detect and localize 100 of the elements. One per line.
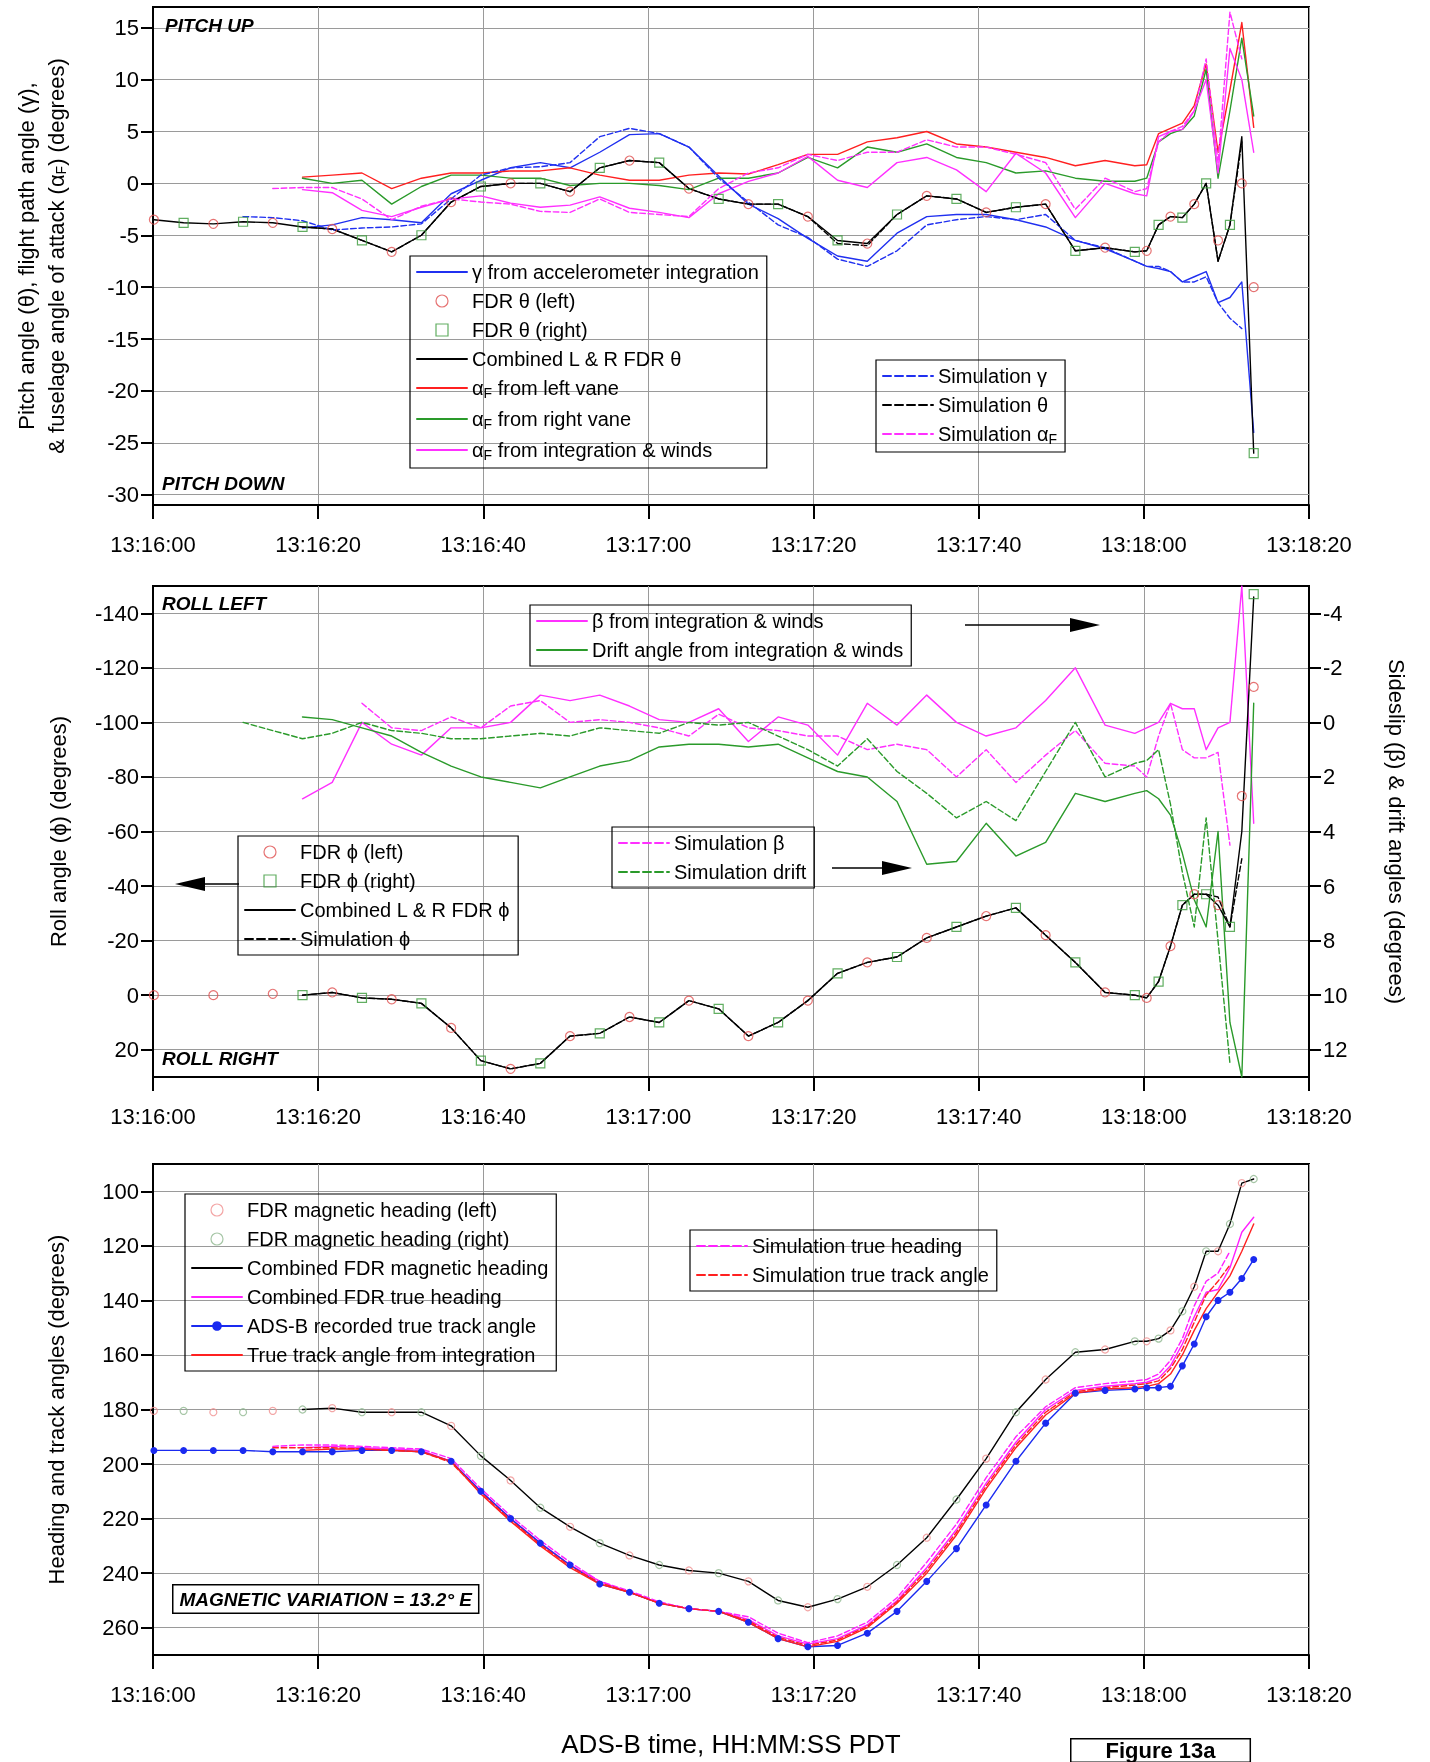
- legend-label: Simulation true track angle: [752, 1264, 989, 1286]
- point: [834, 1641, 842, 1649]
- point: [1141, 245, 1152, 256]
- point: [1177, 212, 1188, 223]
- x-tick-label: 13:16:00: [110, 1681, 196, 1707]
- point: [952, 1545, 960, 1553]
- point: [1130, 1337, 1139, 1346]
- point: [1010, 202, 1022, 213]
- point: [624, 155, 635, 166]
- point: [1226, 1288, 1234, 1296]
- point: [1224, 921, 1236, 933]
- legend-label: Simulation true heading: [752, 1235, 963, 1257]
- legend-label: Simulation drift: [674, 861, 807, 883]
- point: [506, 1476, 515, 1485]
- y-tick-label: -40: [107, 873, 139, 899]
- point: [1101, 1386, 1109, 1394]
- point: [535, 1058, 546, 1069]
- point: [683, 995, 695, 1006]
- x-tick-label: 13:17:00: [605, 531, 692, 557]
- point: [1153, 219, 1164, 230]
- line-series: [301, 21, 1255, 190]
- x-tick-label: 13:18:20: [1266, 1681, 1352, 1707]
- point: [1189, 889, 1200, 900]
- point: [774, 1635, 782, 1643]
- point: [1143, 1384, 1151, 1392]
- point: [1190, 1282, 1199, 1291]
- point: [328, 1404, 337, 1413]
- point: [327, 223, 338, 235]
- point: [1141, 992, 1152, 1003]
- point: [1070, 957, 1081, 968]
- point: [1142, 1337, 1151, 1346]
- y-tick-label: -100: [94, 709, 139, 735]
- point: [715, 1607, 723, 1615]
- point: [1012, 1457, 1020, 1465]
- y-tick-label: -20: [107, 378, 139, 404]
- point: [951, 921, 962, 933]
- point: [1071, 1348, 1080, 1357]
- point: [1100, 987, 1111, 998]
- point: [208, 218, 219, 229]
- point: [535, 178, 546, 189]
- point: [1237, 1179, 1246, 1188]
- point: [1225, 1219, 1235, 1229]
- point: [1040, 199, 1051, 210]
- point: [1131, 1385, 1139, 1393]
- point: [536, 1539, 544, 1547]
- point: [1250, 1255, 1258, 1263]
- point: [921, 932, 932, 943]
- x-tick-label: 13:16:20: [275, 1103, 361, 1129]
- x-tick-label: 13:16:00: [110, 531, 196, 557]
- point: [1249, 1174, 1258, 1184]
- point: [1236, 178, 1247, 189]
- point: [1155, 1384, 1163, 1392]
- point: [446, 196, 457, 208]
- y-tick-label: 260: [102, 1615, 139, 1641]
- point: [595, 1539, 604, 1548]
- point: [952, 1495, 961, 1504]
- point: [564, 186, 576, 197]
- point: [684, 1566, 694, 1575]
- point: [386, 246, 397, 257]
- x-tick-label: 13:16:00: [110, 1103, 196, 1129]
- point: [863, 1582, 872, 1591]
- point: [981, 910, 992, 922]
- x-axis-title: ADS-B time, HH:MM:SS PDT: [561, 1729, 901, 1759]
- y-tick-label: 10: [114, 67, 139, 93]
- point: [180, 1446, 188, 1454]
- point: [1238, 1275, 1246, 1283]
- point: [1189, 199, 1200, 210]
- legend-label: Combined FDR magnetic heading: [247, 1257, 549, 1279]
- point: [774, 1596, 783, 1605]
- point: [743, 1030, 754, 1042]
- point: [417, 1448, 425, 1456]
- point: [1178, 1362, 1186, 1370]
- x-tick-label: 13:17:00: [605, 1103, 692, 1129]
- point: [269, 1448, 277, 1456]
- point: [891, 951, 903, 963]
- point: [862, 238, 873, 249]
- point: [298, 1405, 307, 1414]
- point: [327, 987, 338, 998]
- point: [654, 1017, 665, 1028]
- point: [1071, 1389, 1079, 1397]
- point: [982, 1454, 991, 1463]
- point: [1041, 1375, 1050, 1384]
- y-tick-label: -15: [107, 326, 139, 352]
- point: [1248, 448, 1259, 459]
- point: [923, 1577, 931, 1585]
- annotation: MAGNETIC VARIATION = 13.2° E: [179, 1588, 474, 1610]
- y2-tick-label: 6: [1323, 873, 1336, 899]
- point: [832, 235, 843, 246]
- point: [268, 1406, 277, 1415]
- legend-label: FDR ϕ (left): [300, 841, 404, 863]
- point: [417, 1408, 426, 1417]
- point: [863, 1629, 871, 1637]
- point: [626, 1588, 633, 1596]
- point: [356, 992, 368, 1003]
- point: [388, 1446, 396, 1454]
- x-tick-label: 13:17:00: [605, 1681, 692, 1707]
- x-tick-label: 13:17:20: [770, 531, 857, 557]
- point: [1100, 1345, 1110, 1354]
- point: [328, 1448, 336, 1456]
- point: [654, 157, 665, 168]
